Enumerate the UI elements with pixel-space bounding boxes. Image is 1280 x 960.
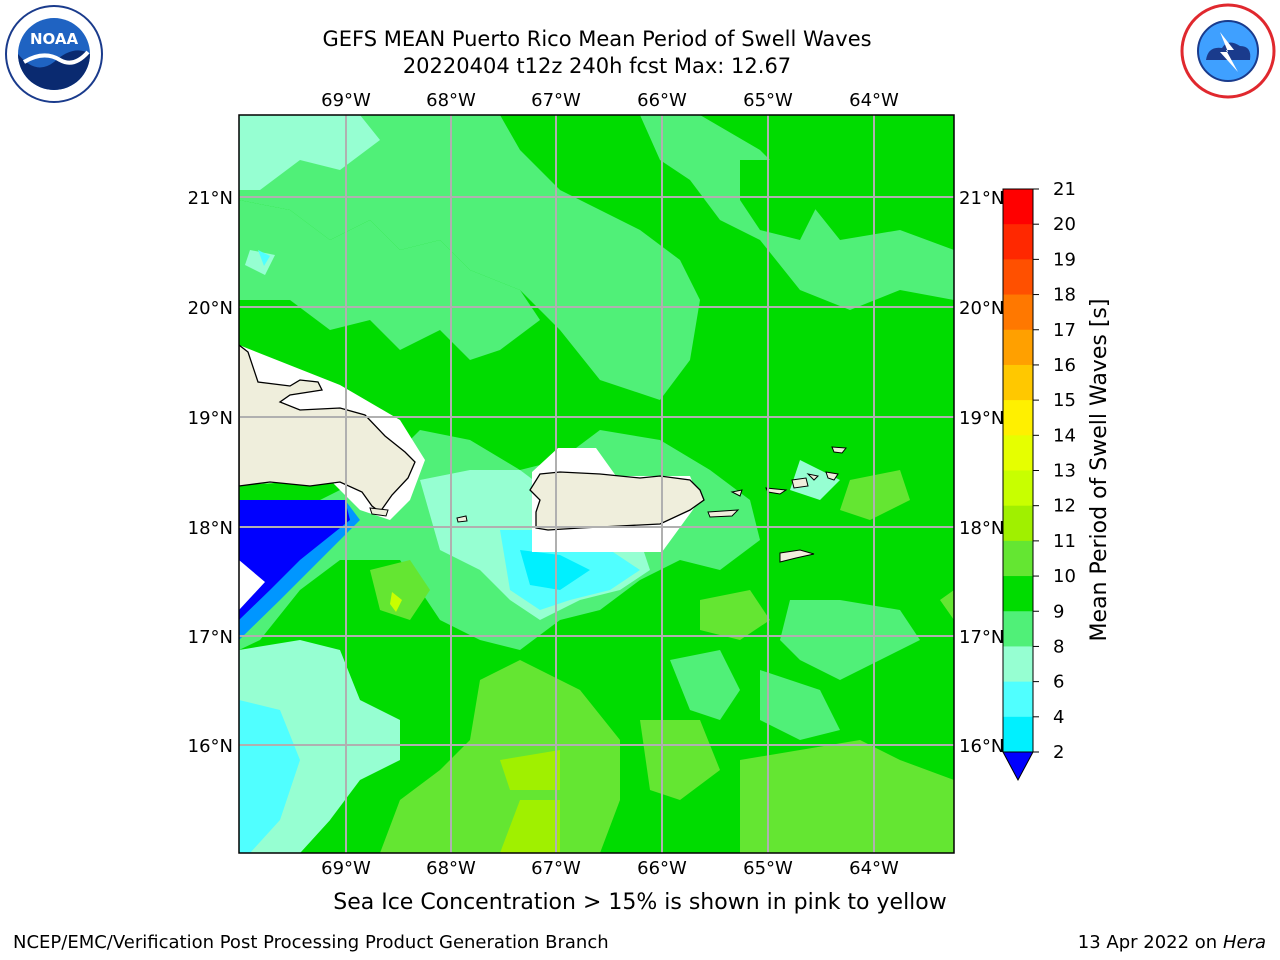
colorbar-tick-label: 14 [1053,425,1076,446]
colorbar-band [1003,540,1033,577]
sea-ice-note: Sea Ice Concentration > 15% is shown in … [333,890,947,915]
colorbar-tick-label: 13 [1053,461,1076,482]
footer-date-text: 13 Apr 2022 on [1077,932,1223,953]
colorbar-tick-label: 12 [1053,496,1076,517]
footer-date: 13 Apr 2022 on Hera [1078,932,1266,953]
colorbar-tick-label: 6 [1053,672,1064,693]
colorbar-band [1003,364,1033,401]
left-lat-label: 18°N [188,518,233,539]
colorbar-tick-label: 21 [1053,179,1076,200]
colorbar-tick-label: 11 [1053,531,1076,552]
left-lat-label: 17°N [188,627,233,648]
svg-text:NOAA: NOAA [30,30,79,48]
colorbar-extend-arrow [1002,751,1034,782]
bottom-lon-label: 69°W [321,858,371,879]
colorbar-tick-label: 19 [1053,249,1076,270]
left-lat-label: 19°N [188,408,233,429]
colorbar-band [1003,611,1033,647]
colorbar-tick-label: 16 [1053,355,1076,376]
colorbar-tick-label: 2 [1053,742,1064,763]
colorbar-tick-label: 17 [1053,320,1076,341]
top-lon-label: 64°W [849,90,899,111]
left-lat-label: 16°N [188,736,233,757]
right-lat-label: 18°N [959,518,1004,539]
colorbar-tick-label: 8 [1053,636,1064,657]
colorbar-tick-label: 9 [1053,601,1064,622]
colorbar-band [1003,576,1033,612]
right-lat-label: 19°N [959,408,1004,429]
colorbar-label: Mean Period of Swell Waves [s] [1087,299,1112,642]
bottom-lon-label: 66°W [637,858,687,879]
colorbar-band [1003,259,1033,296]
nws-logo [1180,3,1276,99]
map-frame [238,114,955,854]
bottom-lon-label: 68°W [426,858,476,879]
noaa-logo: NOAA [5,5,103,103]
right-lat-label: 20°N [959,298,1004,319]
right-lat-label: 21°N [959,188,1004,209]
footer-credit: NCEP/EMC/Verification Post Processing Pr… [13,932,609,953]
chart-title: GEFS MEAN Puerto Rico Mean Period of Swe… [322,27,872,51]
top-lon-label: 68°W [426,90,476,111]
top-lon-label: 66°W [637,90,687,111]
left-lat-label: 20°N [188,298,233,319]
colorbar-tick-label: 15 [1053,390,1076,411]
colorbar-band [1003,224,1033,260]
top-lon-label: 69°W [321,90,371,111]
colorbar-band [1003,681,1033,718]
right-lat-label: 17°N [959,627,1004,648]
colorbar-band [1003,505,1033,542]
colorbar-band [1003,400,1033,436]
bottom-lon-label: 67°W [531,858,581,879]
colorbar-tick-label: 20 [1053,214,1076,235]
bottom-lon-label: 65°W [743,858,793,879]
colorbar-band [1003,435,1033,471]
map-field [239,115,954,853]
colorbar-tick-label: 4 [1053,707,1064,728]
top-lon-label: 67°W [531,90,581,111]
top-lon-label: 65°W [743,90,793,111]
colorbar-tick-label: 10 [1053,566,1076,587]
colorbar-band [1003,470,1033,507]
colorbar-band [1003,646,1033,683]
colorbar-band [1003,294,1033,331]
chart-subtitle: 20220404 t12z 240h fcst Max: 12.67 [402,54,792,78]
colorbar: 21 20 19 18 17 16 15 14 13 12 11 10 9 8 6 4 2 Mean Perio… [1002,179,1112,782]
colorbar-tick-label: 18 [1053,285,1076,306]
left-lat-label: 21°N [188,188,233,209]
colorbar-band [1003,329,1033,366]
colorbar-band [1003,716,1033,753]
right-lat-label: 16°N [959,736,1004,757]
bottom-lon-label: 64°W [849,858,899,879]
colorbar-band [1003,189,1033,225]
graticule [239,115,954,853]
footer-host: Hera [1222,932,1266,953]
